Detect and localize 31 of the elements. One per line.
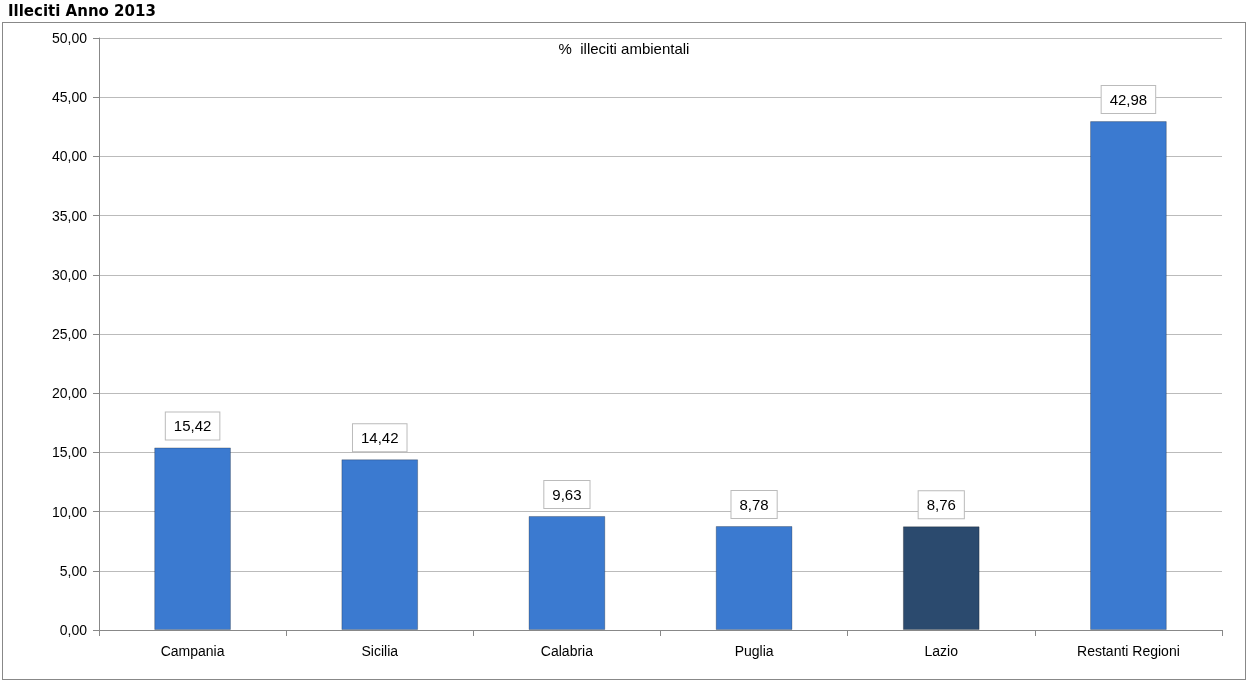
bar xyxy=(902,526,980,630)
x-tick-label: Restanti Regioni xyxy=(1077,643,1180,659)
y-tick-label: 40,00 xyxy=(51,148,88,165)
bar xyxy=(715,526,793,630)
y-tick-label: 35,00 xyxy=(51,207,88,224)
data-label: 9,63 xyxy=(552,485,582,503)
y-tick-label: 15,00 xyxy=(51,444,88,461)
x-tick-label: Lazio xyxy=(924,643,959,659)
bar xyxy=(1090,121,1167,630)
bar xyxy=(341,459,419,630)
y-tick-label: 10,00 xyxy=(51,503,88,520)
x-tick-label: Puglia xyxy=(734,643,774,659)
y-tick-label: 25,00 xyxy=(51,326,88,342)
x-tick-label: Calabria xyxy=(540,643,594,659)
data-label: 15,42 xyxy=(173,417,212,435)
y-tick-label: 50,00 xyxy=(51,30,88,46)
y-tick-label: 45,00 xyxy=(51,89,88,106)
y-tick-label: 30,00 xyxy=(51,266,88,283)
y-tick-label: 5,00 xyxy=(59,562,88,579)
chart-title: Illeciti Anno 2013 xyxy=(8,2,156,20)
x-tick-label: Campania xyxy=(160,643,225,659)
chart-subtitle: % illeciti ambientali xyxy=(558,40,690,57)
x-tick-label: Sicilia xyxy=(361,643,399,659)
data-label: 14,42 xyxy=(360,429,399,447)
bar xyxy=(154,447,231,630)
data-label: 8,76 xyxy=(926,496,956,514)
data-label: 8,78 xyxy=(739,496,769,514)
y-tick-label: 0,00 xyxy=(59,622,88,638)
y-tick-label: 20,00 xyxy=(51,385,88,402)
bar xyxy=(528,515,606,630)
data-label: 42,98 xyxy=(1109,91,1148,109)
